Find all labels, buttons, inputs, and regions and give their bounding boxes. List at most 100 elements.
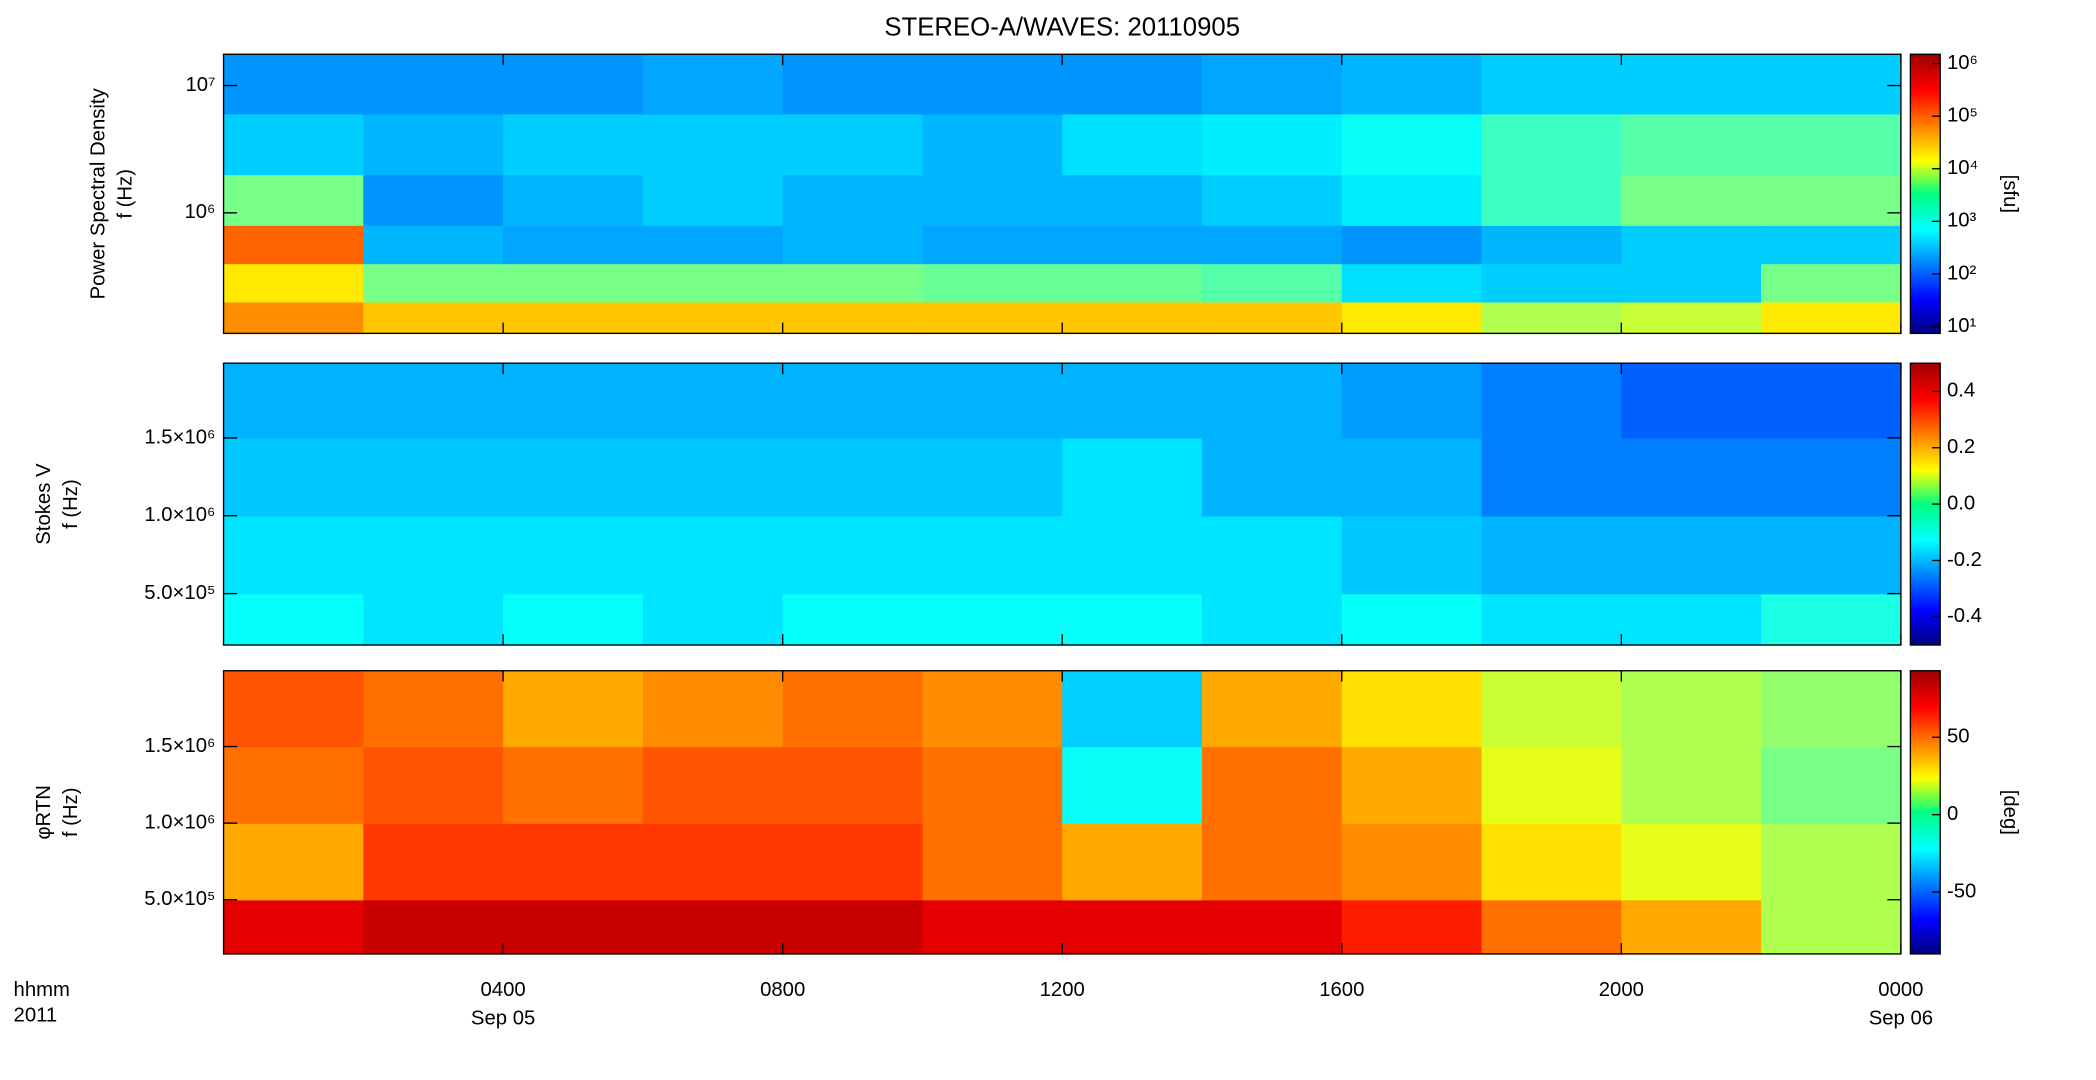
heat-cell [1062,746,1203,824]
heat-cell [503,899,644,955]
heat-cell [782,113,924,176]
heat-cell [1202,437,1343,517]
heat-cell [642,746,784,824]
y-tick-label: 5.0×10⁵ [144,888,215,910]
heat-cell [642,899,784,955]
x-date-label: Sep 05 [471,1007,535,1029]
heat-cell [223,515,365,595]
heat-cell [1341,593,1483,646]
y-axis-label: f (Hz) [60,788,82,838]
year-label: 2011 [14,1005,58,1027]
heat-cell [363,437,504,517]
colorbar-tick-label: 50 [1947,726,1970,748]
heat-cell [782,225,924,265]
heat-cell [1481,746,1623,824]
heat-cell [782,670,924,748]
heat-cell [1621,301,1762,335]
y-axis-label: Power Spectral Density [87,87,109,299]
heat-cell [642,593,784,646]
heat-cell [1341,301,1483,335]
colorbar-tick-label: -0.4 [1947,605,1982,627]
heat-cell [363,174,504,226]
heat-cell [363,301,504,335]
heat-cell [782,515,924,595]
x-tick-label: 0400 [481,979,526,1001]
heat-cell [223,113,365,176]
heat-cell [1062,54,1203,115]
heat-cell [642,113,784,176]
colorbar-tick-label: 0 [1947,803,1958,825]
heat-cell [1341,54,1483,115]
heat-cell [1481,363,1623,439]
heat-cell [782,823,924,901]
heat-cell [223,670,365,748]
heat-cell [1761,746,1902,824]
heat-cell [1621,174,1762,226]
heat-cell [1761,225,1902,265]
heat-cell [1621,54,1762,115]
heat-cell [1341,363,1483,439]
heat-cell [1621,746,1762,824]
heat-cell [1481,437,1623,517]
heat-cell [1481,225,1623,265]
heat-cell [1761,823,1902,901]
heat-cell [1202,113,1343,176]
y-tick-label: 5.0×10⁵ [144,582,215,604]
heat-cell [922,593,1063,646]
heat-cell [1062,174,1203,226]
y-axis-label: Stokes V [33,463,55,545]
heat-cell [642,174,784,226]
heat-cell [782,899,924,955]
y-tick-label: 10⁷ [185,74,215,96]
heat-cell [363,746,504,824]
chart-title: STEREO-A/WAVES: 20110905 [884,13,1240,41]
heat-cell [503,174,644,226]
heat-cell [503,54,644,115]
heat-cell [363,823,504,901]
colorbar-tick-label: -0.2 [1947,549,1982,571]
heat-cell [1621,593,1762,646]
heat-cell [1341,174,1483,226]
heat-cell [1202,263,1343,303]
x-date-label: Sep 06 [1869,1007,1933,1029]
heat-cell [1062,593,1203,646]
colorbar [1909,670,1941,955]
heat-cell [1621,437,1762,517]
heat-cell [1202,823,1343,901]
heat-cell [1621,363,1762,439]
y-tick-label: 1.5×10⁶ [144,426,215,448]
heat-cell [1341,899,1483,955]
heat-cell [922,437,1063,517]
colorbar-tick-label: -50 [1947,880,1976,902]
heat-cell [1761,363,1902,439]
heat-cell [922,823,1063,901]
heat-cell [1341,113,1483,176]
heat-cell [503,363,644,439]
heat-cell [922,174,1063,226]
heat-cell [223,263,365,303]
heat-cell [922,301,1063,335]
heat-cell [642,363,784,439]
heat-cell [363,515,504,595]
heat-cell [223,746,365,824]
heat-cell [642,823,784,901]
heat-cell [503,301,644,335]
heat-cell [642,263,784,303]
heat-cell [922,54,1063,115]
heat-cell [1202,54,1343,115]
colorbar-tick-label: 10⁴ [1947,157,1978,179]
x-tick-label: 0000 [1878,979,1923,1001]
heat-cell [782,263,924,303]
heat-cell [922,515,1063,595]
heat-cell [1481,54,1623,115]
heat-cell [922,263,1063,303]
heat-cell [503,225,644,265]
y-axis-label: f (Hz) [114,169,136,219]
heat-cell [1481,113,1623,176]
heat-cell [1062,263,1203,303]
heat-cell [922,363,1063,439]
heat-cell [1062,113,1203,176]
heat-cell [1341,823,1483,901]
heat-cell [1621,670,1762,748]
